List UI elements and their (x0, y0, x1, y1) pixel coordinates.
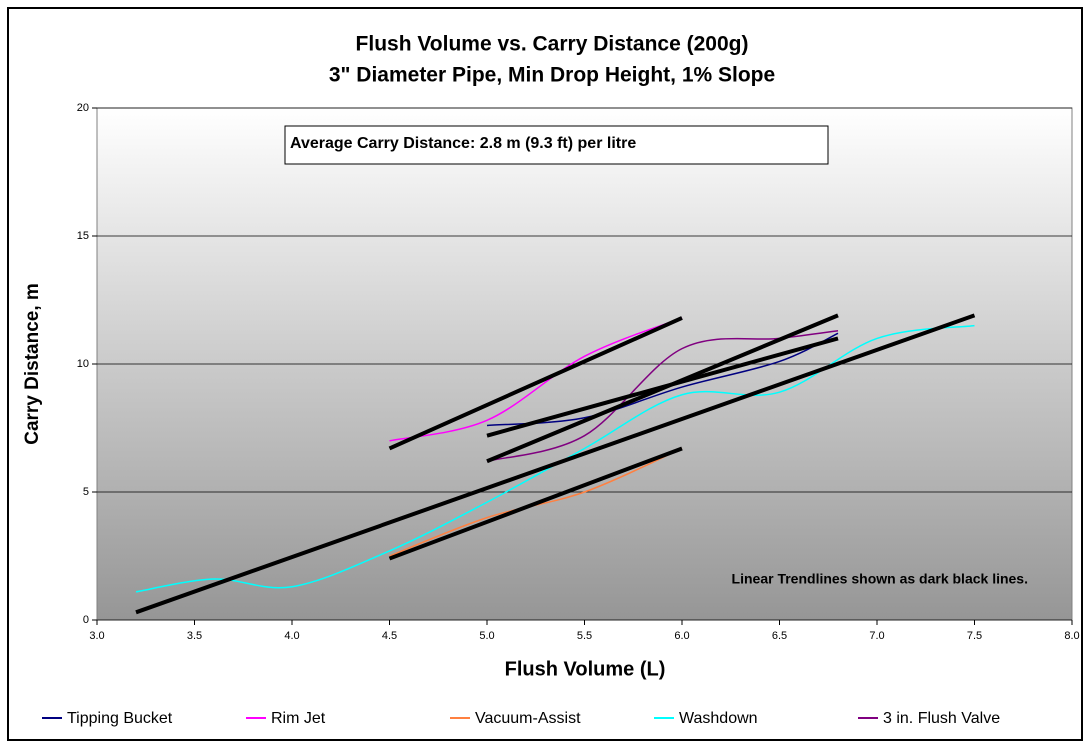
chart-subtitle: 3" Diameter Pipe, Min Drop Height, 1% Sl… (329, 64, 775, 87)
legend-label: Washdown (679, 710, 758, 727)
y-axis-title: Carry Distance, m (22, 283, 43, 445)
x-tick-label: 5.5 (577, 630, 592, 642)
x-tick-label: 4.5 (382, 630, 397, 642)
x-tick-label: 7.0 (869, 630, 884, 642)
series-line (389, 317, 683, 442)
x-tick-label: 8.0 (1064, 630, 1079, 642)
legend-label: Tipping Bucket (67, 710, 173, 727)
trendline (135, 313, 976, 615)
series-line (486, 332, 839, 427)
y-tick-label: 10 (77, 358, 89, 370)
trendline (486, 313, 839, 464)
chart-title: Flush Volume vs. Carry Distance (200g) (356, 33, 749, 56)
legend-label: 3 in. Flush Valve (883, 710, 1000, 727)
trendline (388, 316, 683, 451)
x-tick-label: 6.5 (772, 630, 787, 642)
annotation: Average Carry Distance: 2.8 m (9.3 ft) p… (290, 135, 636, 152)
y-tick-label: 0 (83, 614, 89, 626)
legend-label: Vacuum-Assist (475, 710, 581, 727)
annotation-box (284, 125, 829, 165)
trendline (388, 446, 683, 561)
x-tick-label: 5.0 (479, 630, 494, 642)
x-tick-label: 4.0 (284, 630, 299, 642)
x-tick-label: 6.0 (674, 630, 689, 642)
x-axis-title: Flush Volume (L) (505, 658, 666, 680)
annotation: Linear Trendlines shown as dark black li… (732, 571, 1028, 587)
y-tick-label: 15 (77, 230, 89, 242)
x-tick-label: 7.5 (967, 630, 982, 642)
y-tick-label: 20 (77, 102, 89, 114)
x-tick-label: 3.0 (89, 630, 104, 642)
legend-label: Rim Jet (271, 710, 326, 727)
y-tick-label: 5 (83, 486, 89, 498)
x-tick-label: 3.5 (187, 630, 202, 642)
